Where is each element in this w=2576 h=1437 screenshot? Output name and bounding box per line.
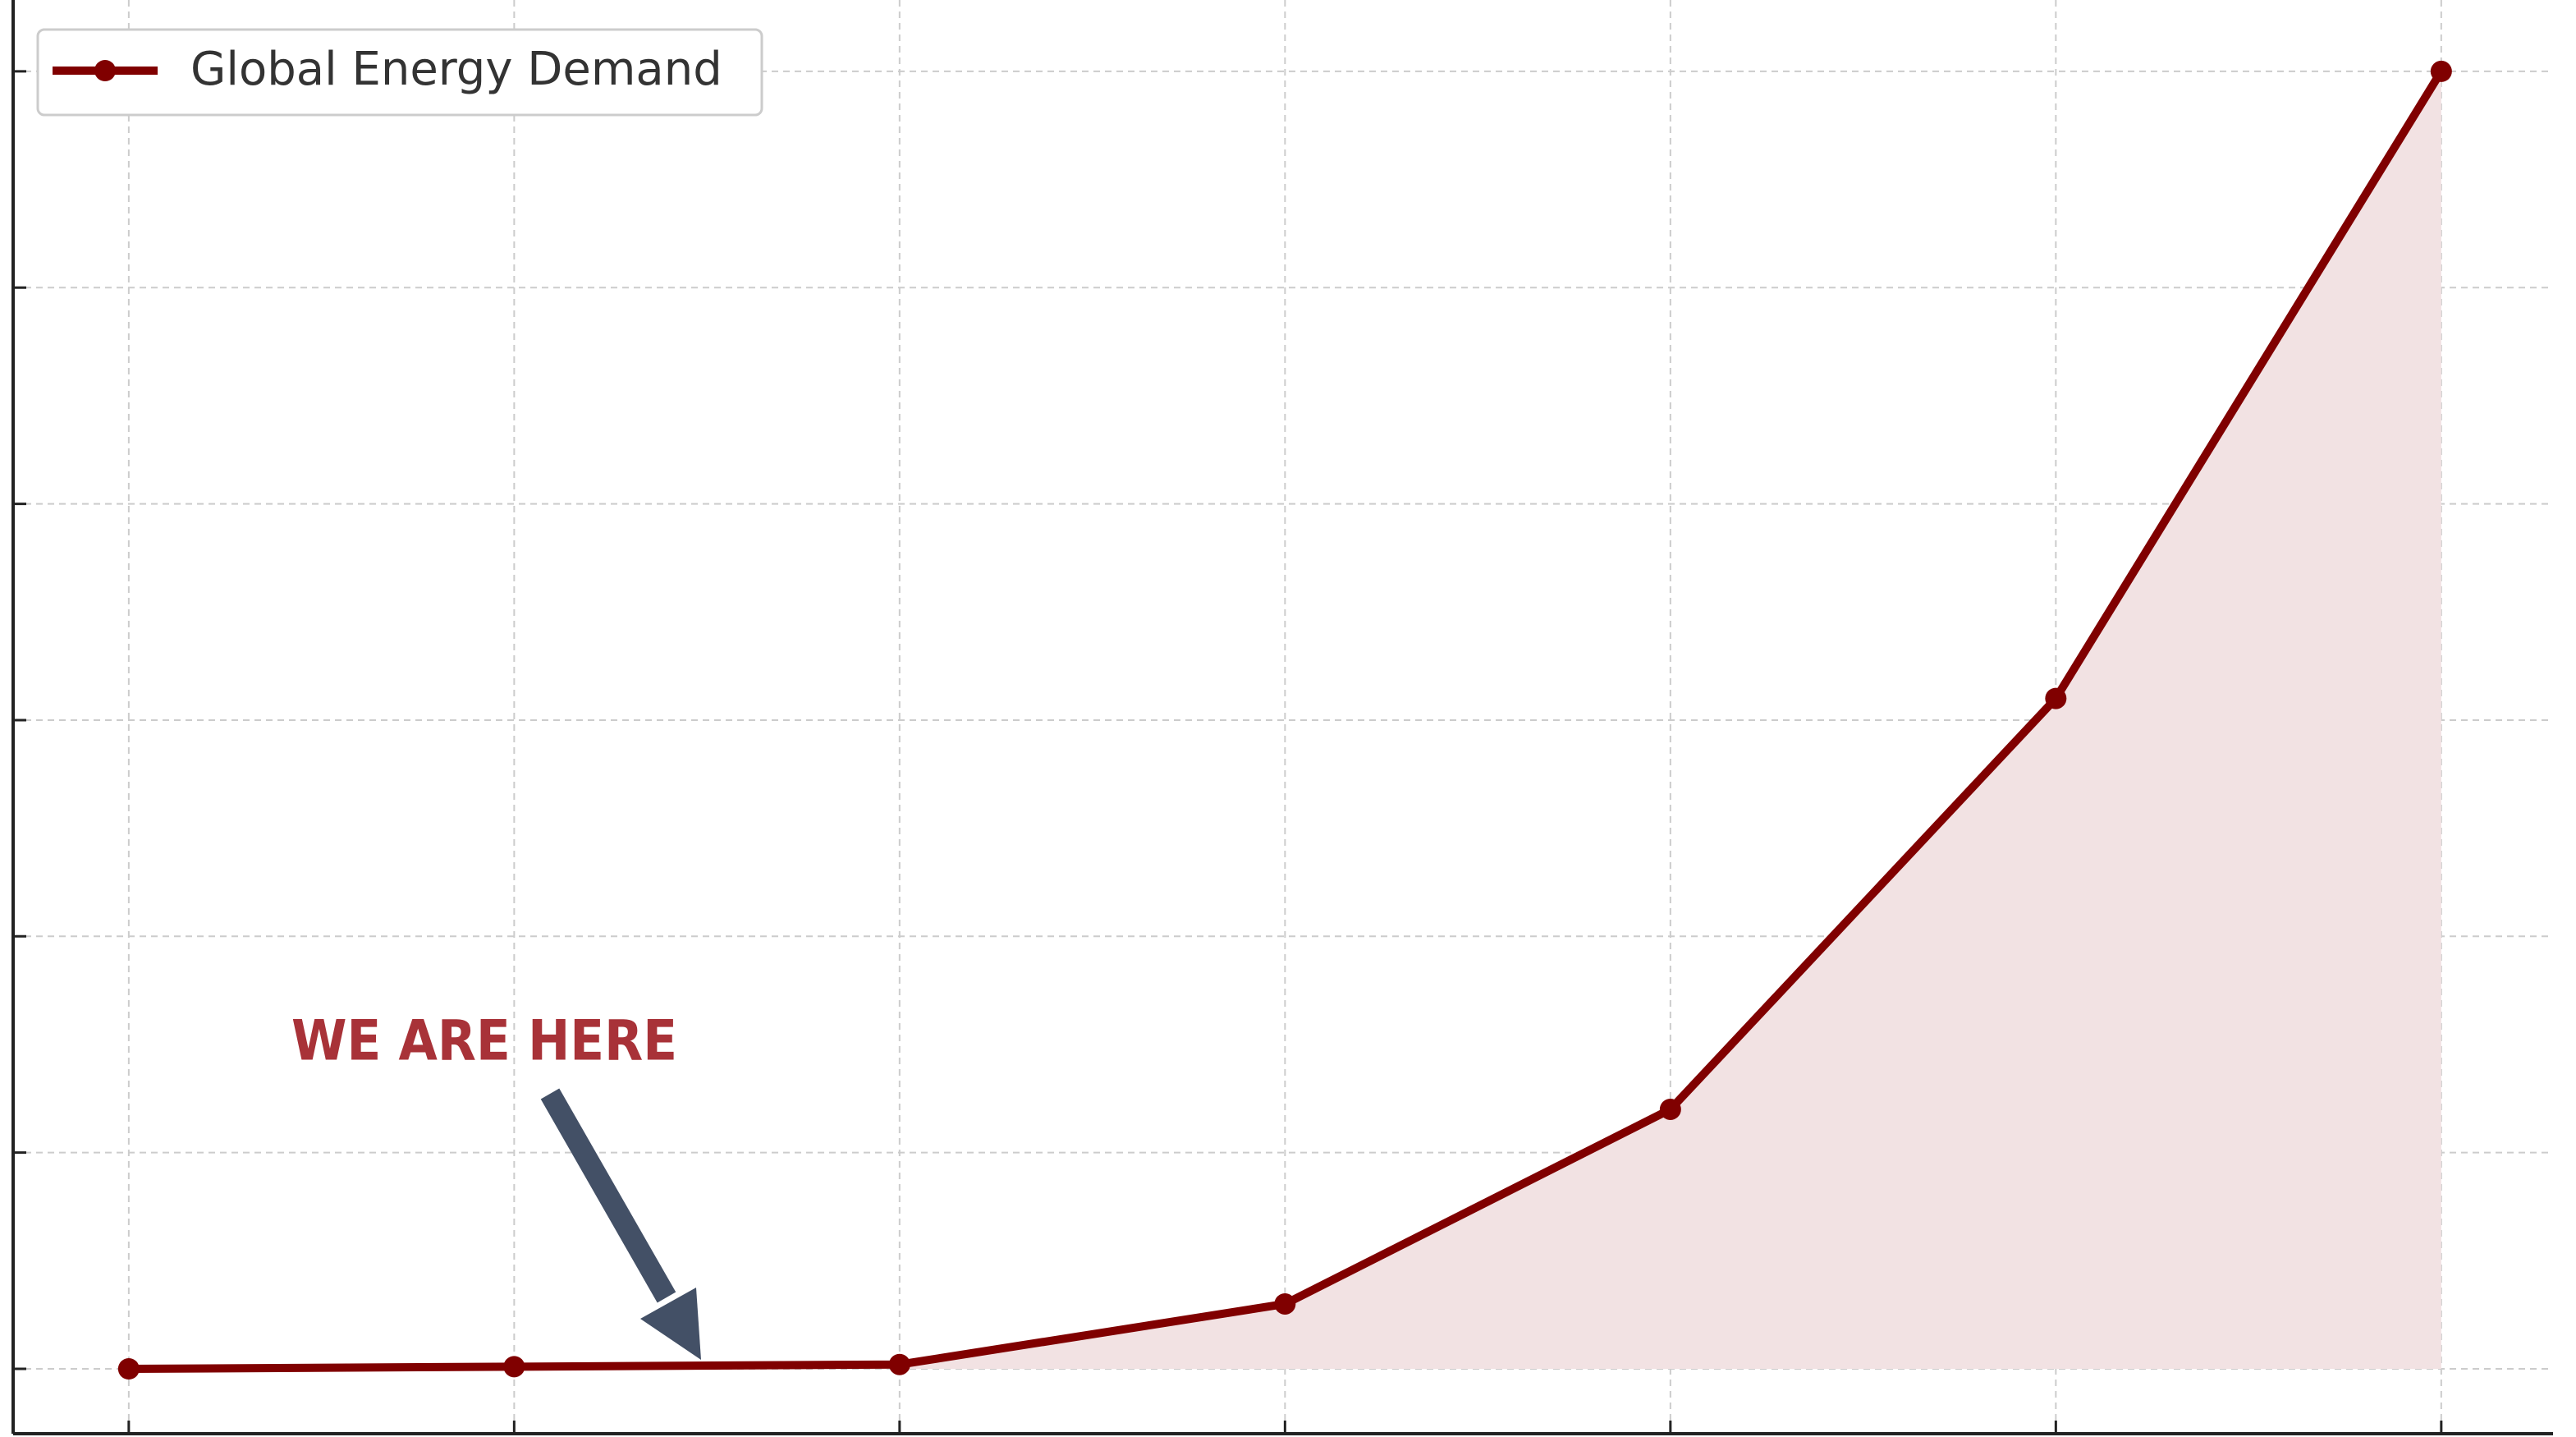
point xyxy=(1659,1098,1681,1120)
plot xyxy=(117,60,2452,1380)
annotation-text: WE ARE HERE xyxy=(291,1009,677,1074)
legend-marker xyxy=(94,60,116,81)
arrow-head xyxy=(640,1288,701,1360)
legend-box xyxy=(36,28,763,117)
point xyxy=(117,1357,140,1380)
point xyxy=(1274,1292,1296,1315)
legend: Global Energy Demand xyxy=(36,28,763,117)
arrow-shaft xyxy=(540,1088,676,1303)
annotation-arrow xyxy=(540,1088,701,1360)
point xyxy=(2045,687,2067,709)
legend-label: Global Energy Demand xyxy=(190,43,722,96)
point xyxy=(888,1353,910,1375)
area xyxy=(128,71,2441,1369)
point xyxy=(503,1356,525,1378)
point xyxy=(2430,60,2452,82)
